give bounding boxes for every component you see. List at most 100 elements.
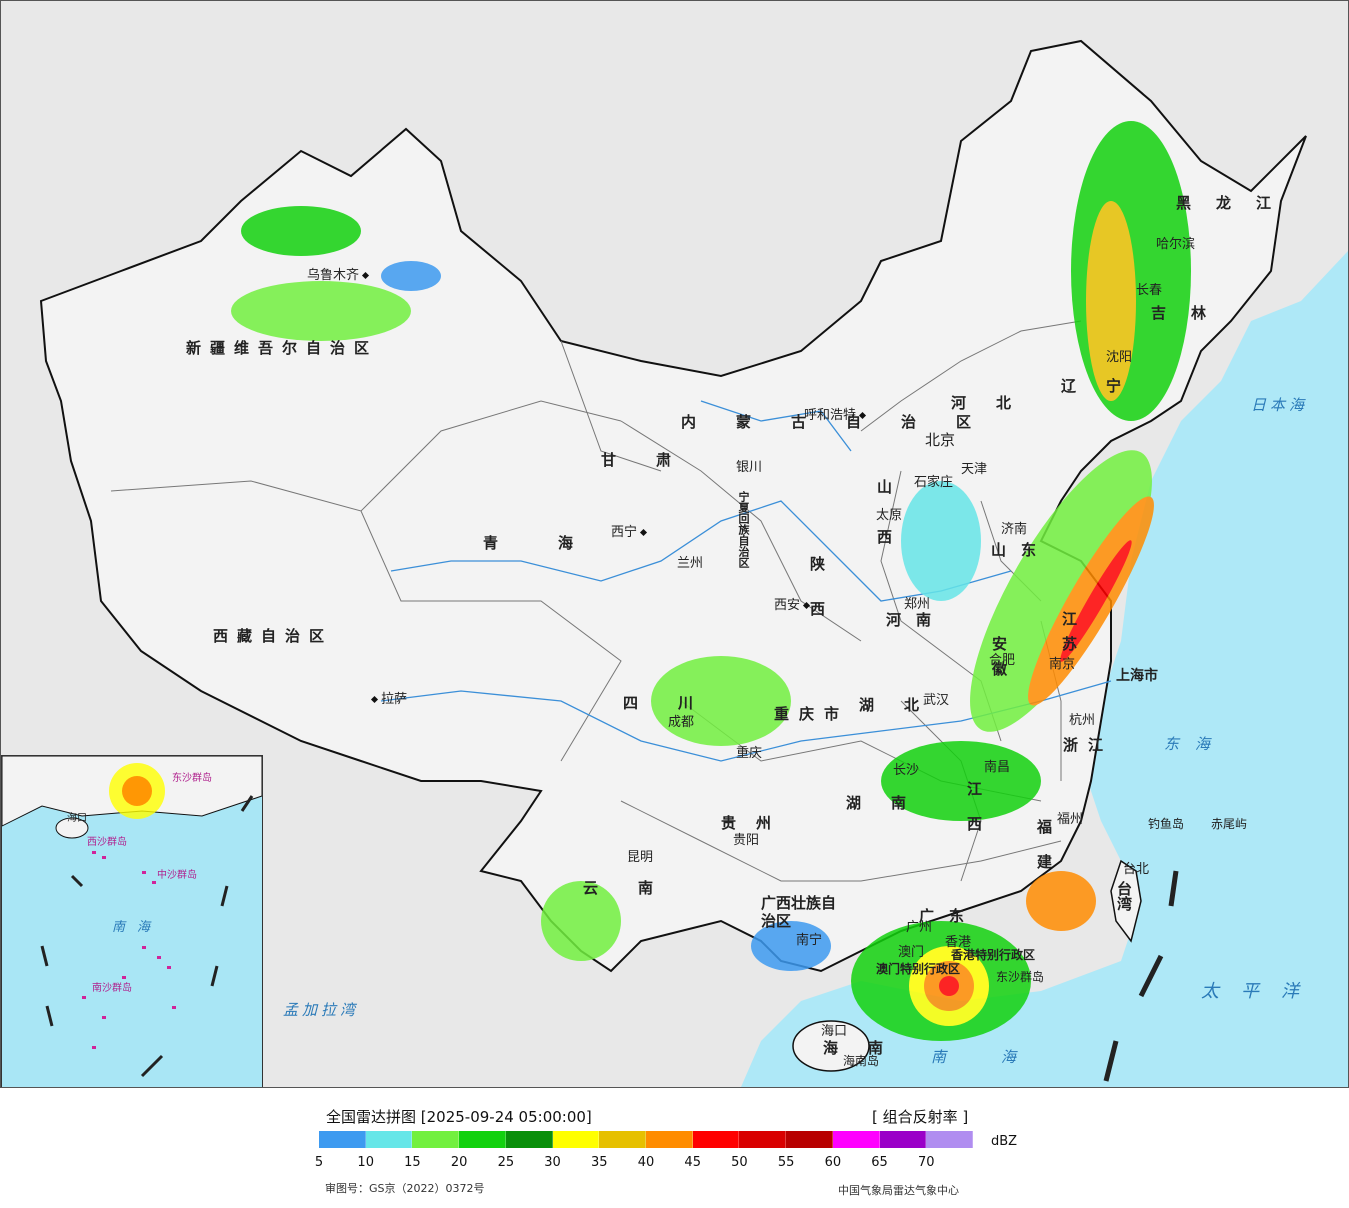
colorbar-bin (365, 1131, 413, 1148)
region-label: 安徽 (990, 636, 1008, 686)
south-china-sea-inset: 南海 东沙群岛 西沙群岛 中沙群岛 南沙群岛 海口 (1, 755, 263, 1087)
city-label: 沈阳 (1106, 350, 1133, 365)
region-label: 广东 (919, 907, 980, 925)
region-label: 东沙群岛 (996, 970, 1045, 984)
city-label: 南京 (1049, 657, 1076, 672)
sea-label: 太平洋 (1201, 981, 1321, 1002)
colorbar-bin (646, 1131, 693, 1148)
inset-island-label: 中沙群岛 (157, 870, 197, 881)
sea-area (741, 251, 1348, 1087)
map-canvas (39, 39, 1348, 1087)
colorbar-bin (319, 1131, 366, 1148)
sea-label: 南海 (931, 1048, 1072, 1066)
region-label: 江西 (965, 781, 983, 851)
region-label: 云南 (583, 879, 694, 897)
region-label: 海南 (823, 1039, 914, 1057)
colorbar-tick-label: 40 (637, 1155, 655, 1170)
colorbar-bin (599, 1131, 647, 1148)
colorbar-tick-label: 65 (871, 1155, 888, 1170)
inset-island-label: 南沙群岛 (92, 983, 132, 994)
region-label: 河南 (886, 611, 947, 629)
city-label: 广州 (906, 920, 933, 935)
colorbar-bin (505, 1131, 553, 1148)
legend-title: 全国雷达拼图 [2025-09-24 05:00:00] (326, 1108, 592, 1126)
region-label: 青海 (483, 534, 634, 552)
radar-map: 新疆维吾尔自治区 西藏自治区 青海 甘肃 内蒙古自治区 黑龙江 吉林 辽宁 河北… (0, 0, 1349, 1088)
sea-label: 日本海 (1251, 396, 1309, 414)
region-label: 黑龙江 (1176, 194, 1297, 212)
legend-panel: 全国雷达拼图 [2025-09-24 05:00:00] [ 组合反射率 ] d… (0, 1088, 1349, 1208)
colorbar-tick-label: 25 (497, 1155, 515, 1170)
city-label: 南宁 (796, 933, 823, 948)
region-label: 山西 (875, 479, 893, 579)
city-label: 杭州 (1069, 713, 1096, 728)
maritime-boundary (1103, 870, 1179, 1082)
review-number: 审图号：GS京（2022）0372号 (325, 1182, 485, 1195)
region-label: 河北 (951, 394, 1042, 412)
city-label: 长春 (1136, 283, 1163, 298)
city-label: 石家庄 (914, 475, 954, 490)
city-label: 哈尔滨 (1156, 237, 1196, 252)
inset-canvas (2, 756, 262, 1078)
city-label: 兰州 (677, 556, 704, 571)
colorbar (319, 1131, 974, 1148)
region-label: 宁夏回族自治区 (737, 491, 750, 568)
colorbar-tick-label: 10 (357, 1155, 374, 1170)
city-label: 长沙 (893, 763, 920, 778)
city-label: 上海市 (1116, 668, 1158, 684)
city-label: 香港 (945, 935, 972, 950)
region-label: 江苏 (1060, 611, 1078, 661)
city-label: 郑州 (904, 597, 931, 612)
region-label: 山东 (991, 541, 1052, 559)
region-label: 台湾 (1115, 881, 1133, 911)
city-label: 赤尾屿 (1211, 817, 1248, 831)
city-label: 贵阳 (733, 833, 760, 848)
colorbar-tick-label: 60 (824, 1155, 842, 1170)
city-label: 海口 (821, 1024, 848, 1039)
region-label: 辽宁 (1061, 377, 1152, 395)
region-label: 内蒙古自治区 (681, 413, 1012, 431)
colorbar-tick-label: 55 (777, 1155, 795, 1170)
city-label: 武汉 (923, 693, 950, 708)
colorbar-tick-label: 5 (314, 1155, 324, 1170)
city-label: 昆明 (627, 850, 654, 865)
city-label: 合肥 (989, 653, 1016, 668)
colorbar-bin (786, 1131, 833, 1148)
city-label: 重庆 (736, 746, 763, 761)
city-label: 钓鱼岛 (1148, 817, 1185, 831)
region-label: 香港特别行政区 (951, 948, 1036, 962)
colorbar-bin (832, 1131, 880, 1148)
city-label: 拉萨 (368, 693, 407, 706)
city-label: 呼和浩特 (804, 409, 867, 422)
region-label: 贵州 (721, 814, 792, 832)
colorbar-tick-label: 50 (731, 1155, 748, 1170)
region-label: 福建 (1035, 819, 1053, 889)
region-label: 湖北 (859, 696, 950, 714)
inset-island-label: 西沙群岛 (87, 837, 127, 848)
city-label: 银川 (736, 460, 763, 475)
region-label: 新疆维吾尔自治区 (186, 339, 379, 357)
city-label: 澳门 (898, 945, 925, 960)
colorbar-tick-label: 35 (591, 1155, 608, 1170)
unit-label: dBZ (991, 1134, 1018, 1149)
taiwan-island (1110, 859, 1142, 943)
city-label: 南昌 (984, 760, 1011, 775)
credit-label: 中国气象局雷达气象中心 (838, 1184, 959, 1197)
city-label: 济南 (1001, 522, 1028, 537)
colorbar-bin (879, 1131, 927, 1148)
region-label: 西藏自治区 (213, 627, 334, 645)
colorbar-tick-label: 20 (450, 1155, 468, 1170)
hainan-island (792, 1020, 870, 1072)
region-label: 湖南 (846, 794, 937, 812)
product-type: [ 组合反射率 ] (872, 1108, 969, 1126)
region-label: 浙江 (1063, 736, 1114, 754)
region-label: 陕西 (808, 556, 826, 646)
colorbar-tick-label: 15 (404, 1155, 421, 1170)
colorbar-bin (926, 1131, 974, 1148)
city-label: 天津 (961, 462, 988, 477)
sea-label: 东海 (1164, 735, 1227, 753)
region-label: 四川 (623, 694, 734, 712)
colorbar-tick-label: 45 (684, 1155, 701, 1170)
region-label: 澳门特别行政区 (876, 962, 961, 976)
region-label: 广西壮族自治区 (761, 894, 837, 930)
